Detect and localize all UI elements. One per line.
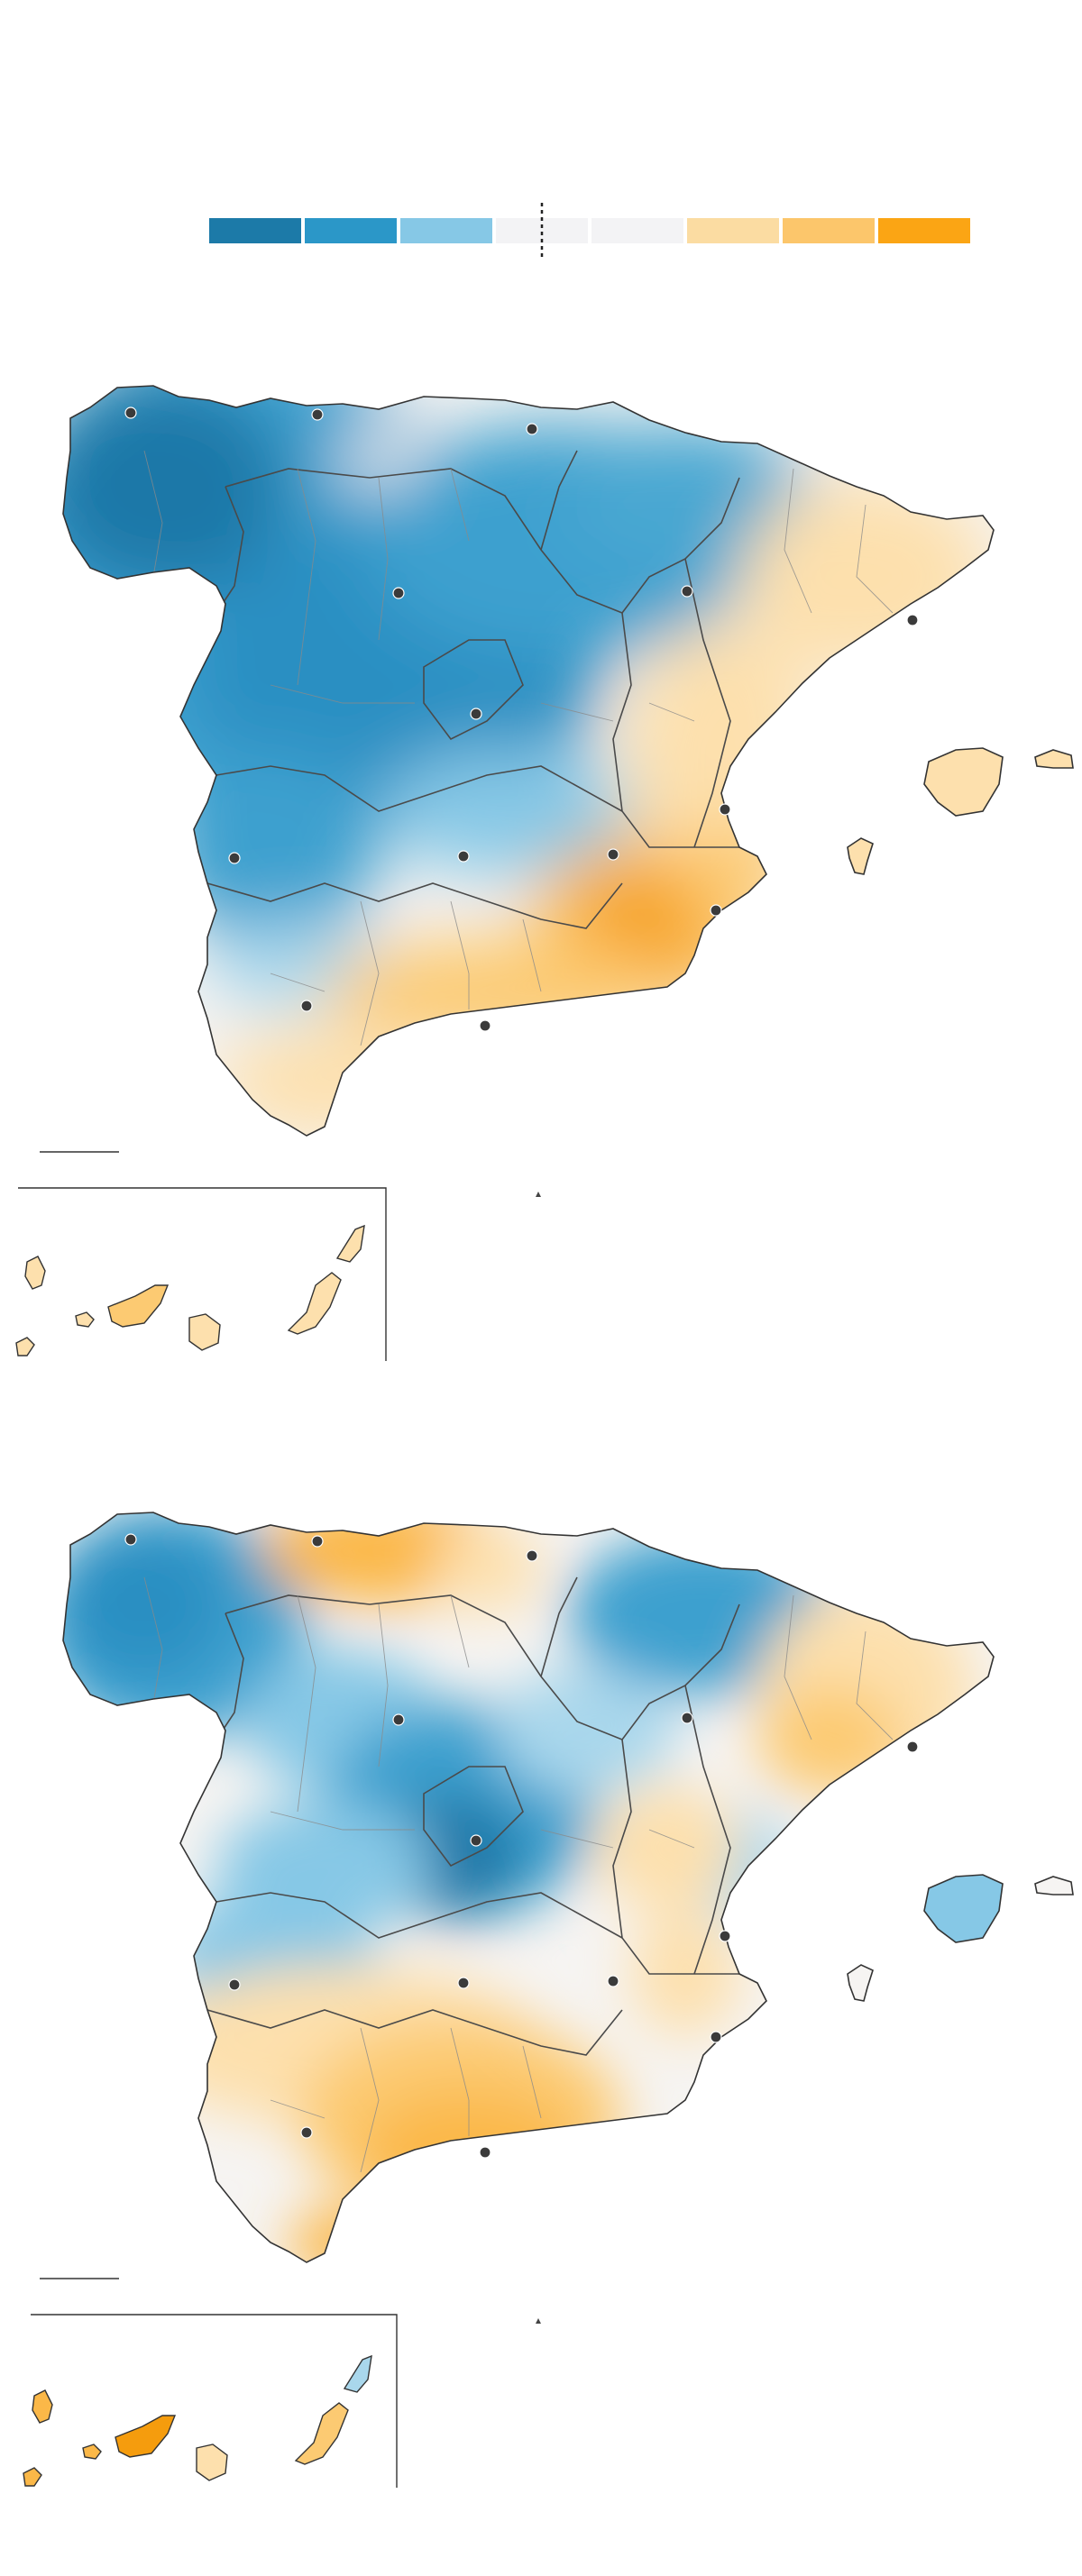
legend-swatch-slightly-drier bbox=[687, 218, 779, 243]
city-dot-bilbao bbox=[526, 423, 538, 435]
island-tenerife bbox=[107, 1284, 170, 1328]
legend-swatch-wetter bbox=[305, 218, 397, 243]
city-dot-badajoz bbox=[228, 852, 241, 864]
city-dot-valencia bbox=[719, 1930, 731, 1942]
city-dot-zaragoza bbox=[681, 585, 693, 598]
city-dot-madrid bbox=[470, 708, 482, 720]
legend-swatch-much-drier bbox=[878, 218, 970, 243]
city-dot-toledo bbox=[457, 850, 470, 863]
peninsula-map-2 bbox=[23, 1512, 1074, 2488]
island-la-gomera bbox=[75, 1311, 95, 1328]
city-dot-granada bbox=[479, 2146, 491, 2159]
peninsula-map-1 bbox=[15, 385, 1074, 1361]
city-dot-oviedo bbox=[311, 408, 324, 421]
city-dot-a-coruna bbox=[124, 406, 137, 419]
city-dot-bilbao bbox=[526, 1549, 538, 1562]
island-fuerteventura bbox=[287, 1272, 342, 1335]
city-dot-oviedo bbox=[311, 1535, 324, 1548]
legend-swatch-normal-high bbox=[591, 218, 683, 243]
city-dot-toledo bbox=[457, 1977, 470, 1989]
island-la-palma bbox=[24, 1256, 46, 1290]
island-lanzarote bbox=[335, 1224, 365, 1263]
legend-swatch-slightly-wetter bbox=[400, 218, 492, 243]
legend-swatch-drier bbox=[783, 218, 875, 243]
island-el-hierro bbox=[23, 2467, 42, 2487]
city-dot-alicante bbox=[710, 2031, 722, 2043]
island-la-palma bbox=[32, 2389, 53, 2424]
canary-islands-inset bbox=[15, 1187, 387, 1361]
city-dot-sevilla bbox=[300, 2126, 313, 2139]
legend-swatch-much-wetter bbox=[209, 218, 301, 243]
island-gran-canaria bbox=[188, 1313, 221, 1351]
city-dot-valencia bbox=[719, 803, 731, 816]
city-dot-albacete bbox=[607, 848, 619, 861]
island-tenerife bbox=[115, 2415, 177, 2458]
city-dot-a-coruna bbox=[124, 1533, 137, 1546]
city-dot-granada bbox=[479, 1019, 491, 1032]
north-marker bbox=[536, 2318, 541, 2324]
inset-frame bbox=[31, 2314, 398, 2488]
island-fuerteventura bbox=[294, 2402, 349, 2465]
city-dot-badajoz bbox=[228, 1978, 241, 1991]
precipitation-anomaly-map-2 bbox=[0, 1469, 1082, 2506]
color-legend bbox=[0, 0, 1082, 270]
precipitation-anomaly-map-1 bbox=[0, 343, 1082, 1379]
city-markers bbox=[124, 1533, 919, 2159]
island-lanzarote bbox=[343, 2354, 372, 2393]
city-dot-madrid bbox=[470, 1834, 482, 1847]
city-dot-zaragoza bbox=[681, 1712, 693, 1724]
island-la-gomera bbox=[82, 2444, 102, 2460]
city-dot-barcelona bbox=[906, 614, 919, 626]
island-el-hierro bbox=[15, 1337, 35, 1357]
city-dot-valladolid bbox=[392, 1713, 405, 1726]
city-dot-sevilla bbox=[300, 1000, 313, 1012]
city-dot-valladolid bbox=[392, 587, 405, 599]
inset-frame bbox=[18, 1187, 387, 1361]
city-dot-barcelona bbox=[906, 1740, 919, 1753]
island-gran-canaria bbox=[196, 2444, 228, 2481]
city-dot-albacete bbox=[607, 1975, 619, 1987]
north-marker bbox=[536, 1192, 541, 1197]
legend-scale bbox=[209, 203, 970, 257]
city-dot-alicante bbox=[710, 904, 722, 917]
city-markers bbox=[124, 406, 919, 1032]
canary-islands-inset bbox=[23, 2314, 398, 2488]
